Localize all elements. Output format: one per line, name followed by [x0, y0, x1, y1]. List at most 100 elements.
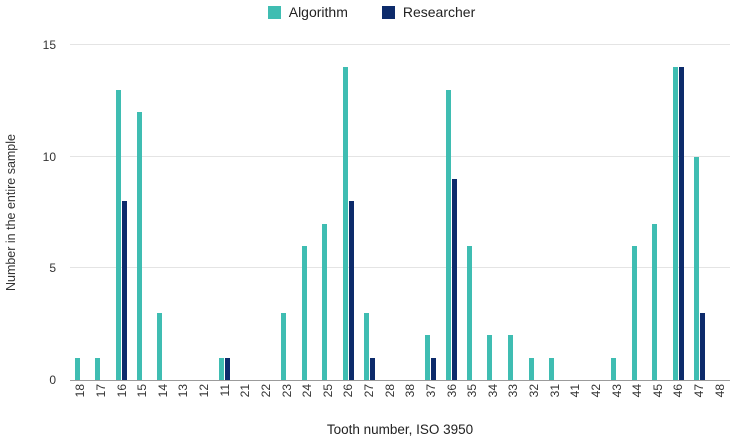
bar-researcher-11 [225, 357, 231, 380]
bar-algorithm-37 [425, 335, 431, 380]
x-tick-label-16: 16 [114, 384, 129, 398]
y-tick-label-15: 15 [42, 38, 56, 52]
bar-group-41 [565, 45, 586, 380]
bar-researcher-47 [699, 313, 705, 380]
y-axis-title: Number in the entire sample [4, 133, 18, 292]
x-tick-label-23: 23 [279, 384, 294, 398]
bar-algorithm-26 [342, 67, 348, 380]
bar-group-37 [421, 45, 442, 380]
x-tick-label-22: 22 [258, 384, 273, 398]
x-tick-label-35: 35 [465, 384, 480, 398]
bar-group-16 [111, 45, 132, 380]
x-tick-label-27: 27 [362, 384, 377, 398]
bar-group-48 [709, 45, 730, 380]
x-tick-label-13: 13 [176, 384, 191, 398]
x-tick-label-14: 14 [155, 384, 170, 398]
bar-algorithm-34 [487, 335, 493, 380]
bar-group-33 [503, 45, 524, 380]
bar-group-18 [70, 45, 91, 380]
bar-group-26 [338, 45, 359, 380]
legend-item-researcher: Researcher [381, 4, 476, 20]
x-tick-label-18: 18 [73, 384, 88, 398]
x-tick-label-46: 46 [671, 384, 686, 398]
x-tick-label-32: 32 [527, 384, 542, 398]
bar-algorithm-46 [672, 67, 678, 380]
x-tick-label-48: 48 [712, 384, 727, 398]
x-tick-label-26: 26 [341, 384, 356, 398]
bar-group-46 [668, 45, 689, 380]
bar-group-43 [606, 45, 627, 380]
bar-algorithm-27 [363, 313, 369, 380]
bar-group-15 [132, 45, 153, 380]
x-tick-label-47: 47 [692, 384, 707, 398]
bar-group-27 [359, 45, 380, 380]
bar-group-21 [235, 45, 256, 380]
bar-algorithm-18 [74, 357, 80, 380]
legend-label-researcher: Researcher [402, 4, 476, 20]
bar-group-23 [276, 45, 297, 380]
x-tick-label-12: 12 [197, 384, 212, 398]
bar-group-22 [256, 45, 277, 380]
x-tick-label-37: 37 [423, 384, 438, 398]
legend-item-algorithm: Algorithm [267, 4, 348, 20]
bar-group-31 [544, 45, 565, 380]
x-tick-label-36: 36 [444, 384, 459, 398]
x-tick-label-45: 45 [650, 384, 665, 398]
bar-group-14 [153, 45, 174, 380]
x-tick-label-21: 21 [238, 384, 253, 398]
x-tick-label-28: 28 [382, 384, 397, 398]
bar-algorithm-11 [219, 357, 225, 380]
y-tick-label-10: 10 [42, 149, 56, 164]
bar-algorithm-45 [652, 223, 658, 380]
bar-researcher-37 [431, 357, 437, 380]
gridline-15 [70, 44, 730, 45]
bar-researcher-16 [122, 201, 128, 380]
x-tick-label-41: 41 [568, 384, 583, 398]
bar-algorithm-43 [611, 357, 617, 380]
legend-label-algorithm: Algorithm [288, 4, 348, 20]
x-tick-label-31: 31 [547, 384, 562, 398]
plot-area [70, 44, 730, 381]
legend-swatch-algorithm [267, 5, 281, 19]
bar-algorithm-31 [549, 357, 555, 380]
legend-swatch-researcher [381, 5, 395, 19]
x-axis-title: Tooth number, ISO 3950 [326, 422, 474, 437]
bar-algorithm-44 [631, 246, 637, 380]
y-tick-label-5: 5 [49, 261, 56, 276]
bar-algorithm-35 [466, 246, 472, 380]
x-tick-label-43: 43 [609, 384, 624, 398]
bar-group-32 [524, 45, 545, 380]
y-tick-label-0: 0 [49, 373, 56, 387]
bar-algorithm-17 [95, 357, 101, 380]
legend: Algorithm Researcher [0, 4, 743, 20]
bar-algorithm-24 [301, 246, 307, 380]
bar-group-47 [689, 45, 710, 380]
x-tick-label-34: 34 [485, 384, 500, 398]
bar-researcher-26 [348, 201, 354, 380]
bar-researcher-46 [678, 67, 684, 380]
x-tick-label-33: 33 [506, 384, 521, 398]
bar-group-44 [627, 45, 648, 380]
bar-group-11 [214, 45, 235, 380]
x-tick-label-11: 11 [217, 384, 232, 397]
x-tick-label-17: 17 [93, 384, 108, 398]
bar-group-25 [318, 45, 339, 380]
bar-algorithm-33 [507, 335, 513, 380]
y-axis-tick-labels: 0 5 10 15 [30, 38, 62, 387]
bar-group-34 [483, 45, 504, 380]
bar-group-17 [91, 45, 112, 380]
x-tick-label-38: 38 [403, 384, 418, 398]
x-tick-label-15: 15 [135, 384, 150, 398]
bar-group-36 [441, 45, 462, 380]
bar-algorithm-32 [528, 357, 534, 380]
x-tick-label-44: 44 [630, 384, 645, 398]
bar-group-45 [648, 45, 669, 380]
x-tick-label-24: 24 [300, 384, 315, 398]
bar-algorithm-15 [136, 112, 142, 380]
bar-algorithm-25 [322, 223, 328, 380]
x-axis-tick-labels: 18 17 16 15 14 13 12 11 21 22 23 24 25 26 27 28 38 37 36 35… [70, 384, 730, 416]
bars [70, 45, 730, 380]
bar-group-38 [400, 45, 421, 380]
bar-algorithm-36 [446, 89, 452, 380]
